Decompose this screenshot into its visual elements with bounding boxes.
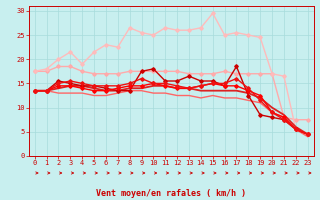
Text: Vent moyen/en rafales ( km/h ): Vent moyen/en rafales ( km/h ) (96, 189, 246, 198)
